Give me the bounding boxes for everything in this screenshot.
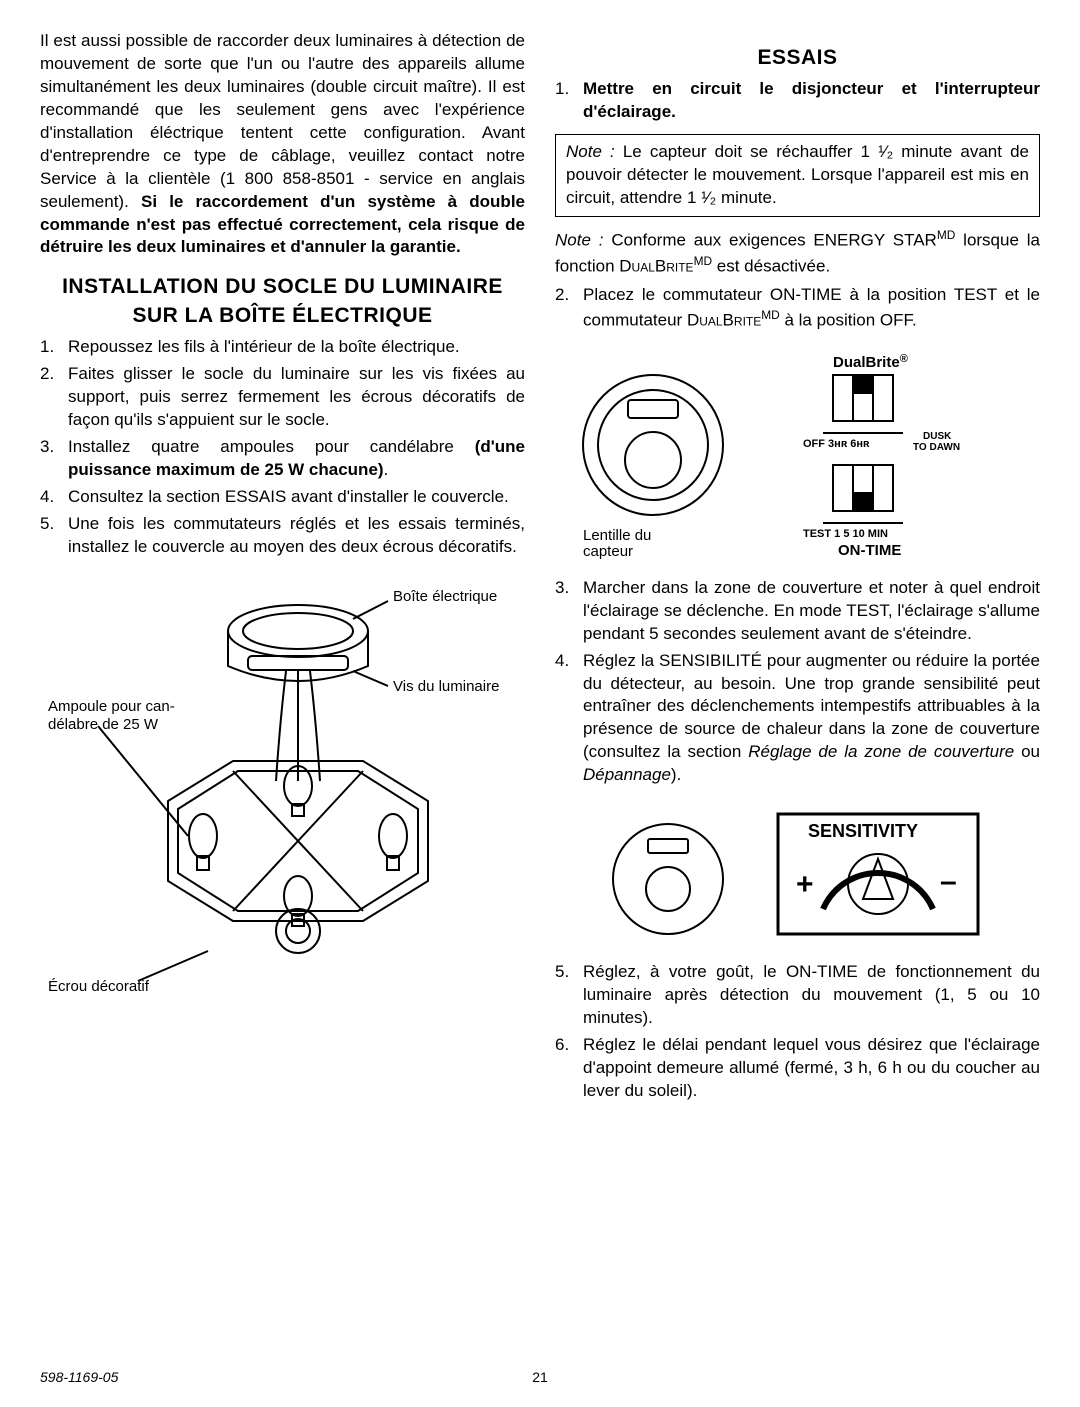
page-number: 21 — [532, 1368, 548, 1387]
install-step-2: 2.Faites glisser le socle du luminaire s… — [40, 363, 525, 432]
label-ontime: ON-TIME — [838, 542, 901, 559]
right-column: ESSAIS 1.Mettre en circuit le disjoncteu… — [555, 30, 1040, 1107]
note-prefix: Note : — [566, 142, 623, 161]
install-steps: 1.Repoussez les fils à l'intérieur de la… — [40, 336, 525, 558]
essais-step-1: 1.Mettre en circuit le disjoncteur et l'… — [555, 78, 1040, 124]
label-dusk: DUSKTO DAWN — [913, 431, 960, 453]
intro-paragraph: Il est aussi possible de raccorder deux … — [40, 30, 525, 259]
note-body: Le capteur doit se réchauffer 1 ¹⁄₂ minu… — [566, 142, 1029, 207]
plus-icon: + — [796, 868, 814, 901]
page-footer: 598-1169-05 21 — [40, 1368, 1040, 1387]
note-box: Note : Le capteur doit se réchauffer 1 ¹… — [555, 134, 1040, 217]
label-vis: Vis du luminaire — [393, 678, 499, 695]
essais-list-d: 5.Réglez, à votre goût, le ON-TIME de fo… — [555, 961, 1040, 1103]
intro-plain: Il est aussi possible de raccorder deux … — [40, 31, 525, 211]
label-boite: Boîte électrique — [393, 588, 497, 605]
label-dualbrite: DualBrite® — [833, 353, 908, 371]
install-step-4: 4.Consultez la section ESSAIS avant d'in… — [40, 486, 525, 509]
note-energystar: Note : Conforme aux exigences ENERGY STA… — [555, 227, 1040, 278]
switches-diagram-icon: Lentille ducapteur DualBrite® OFF 3ʜʀ 6ʜ… — [563, 345, 1033, 565]
minus-icon: – — [940, 865, 957, 898]
label-ecrou: Écrou décoratif — [48, 978, 150, 995]
luminaire-diagram-icon: Boîte électrique Vis du luminaire Ampoul… — [48, 571, 518, 1001]
label-sensitivity: SENSITIVITY — [808, 821, 918, 841]
sensitivity-diagram-icon: SENSITIVITY + – — [598, 799, 998, 949]
install-step-5: 5.Une fois les commutateurs réglés et le… — [40, 513, 525, 559]
label-row2: TEST 1 5 10 MIN — [803, 528, 888, 540]
heading-installation: INSTALLATION DU SOCLE DU LUMINAIRE SUR L… — [40, 273, 525, 330]
heading-essais: ESSAIS — [555, 44, 1040, 72]
figure-sensitivity: SENSITIVITY + – — [555, 799, 1040, 949]
essais-step-5: 5.Réglez, à votre goût, le ON-TIME de fo… — [555, 961, 1040, 1030]
label-ampoule: Ampoule pour can-délabre de 25 W — [48, 698, 175, 733]
essais-list-c: 3.Marcher dans la zone de couverture et … — [555, 577, 1040, 787]
essais-list-b: 2.Placez le commutateur ON-TIME à la pos… — [555, 284, 1040, 333]
figure-luminaire: Boîte électrique Vis du luminaire Ampoul… — [40, 571, 525, 1001]
essais-list-a: 1.Mettre en circuit le disjoncteur et l'… — [555, 78, 1040, 124]
essais-step-2: 2.Placez le commutateur ON-TIME à la pos… — [555, 284, 1040, 333]
doc-number: 598-1169-05 — [40, 1368, 118, 1387]
essais-step-4: 4.Réglez la SENSIBILITÉ pour augmenter o… — [555, 650, 1040, 788]
label-row1: OFF 3ʜʀ 6ʜʀ — [803, 438, 870, 450]
install-step-1: 1.Repoussez les fils à l'intérieur de la… — [40, 336, 525, 359]
label-lentille: Lentille ducapteur — [583, 527, 651, 560]
install-step-3: 3.Installez quatre ampoules pour candéla… — [40, 436, 525, 482]
left-column: Il est aussi possible de raccorder deux … — [40, 30, 525, 1107]
figure-switches: Lentille ducapteur DualBrite® OFF 3ʜʀ 6ʜ… — [555, 345, 1040, 565]
essais-step-3: 3.Marcher dans la zone de couverture et … — [555, 577, 1040, 646]
essais-step-6: 6.Réglez le délai pendant lequel vous dé… — [555, 1034, 1040, 1103]
